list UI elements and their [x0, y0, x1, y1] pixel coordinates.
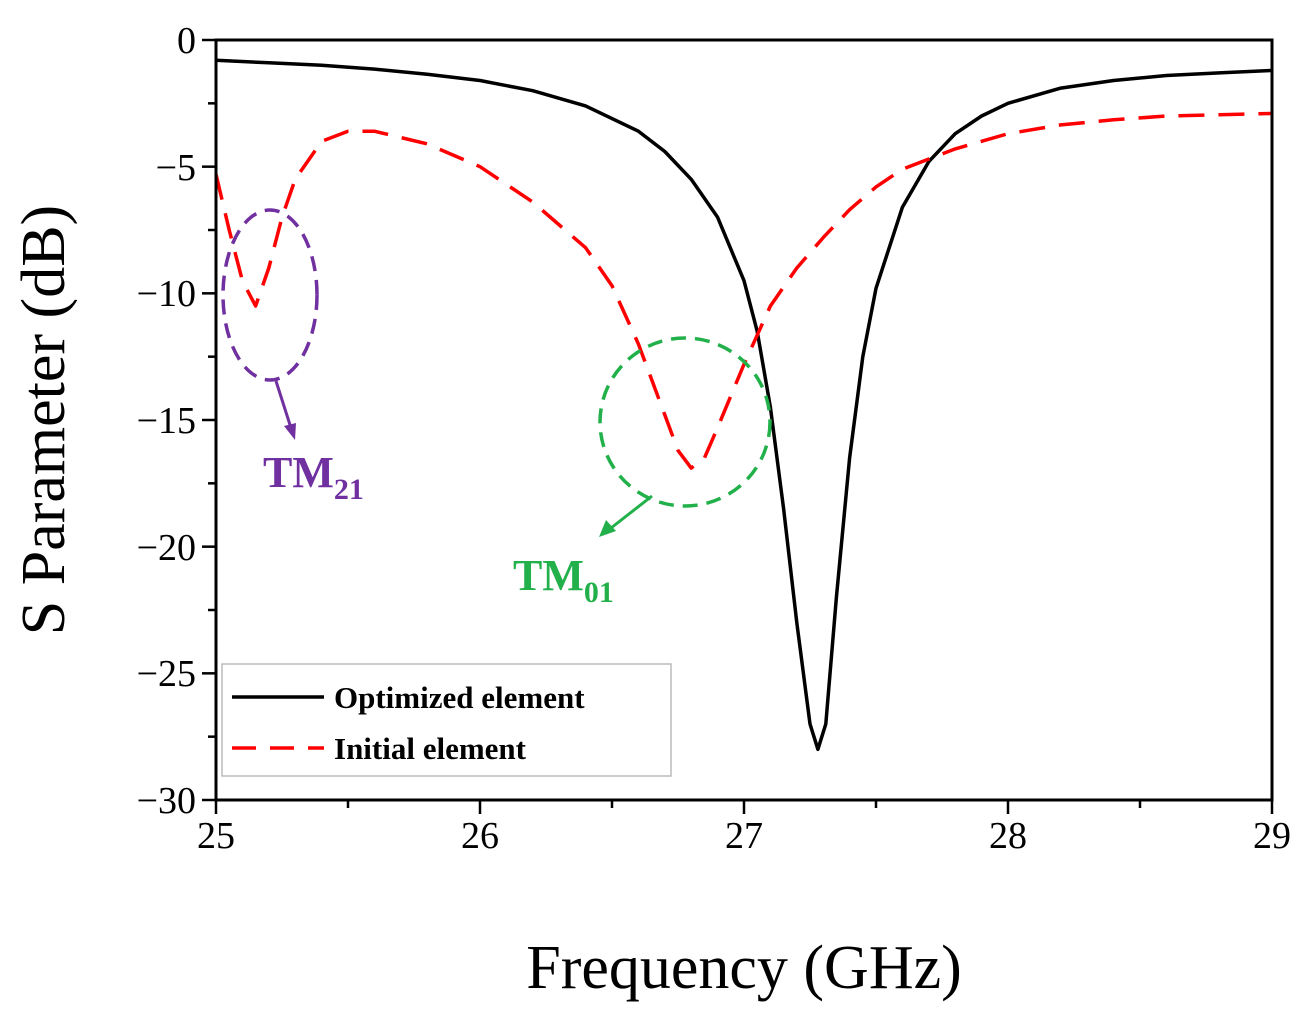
optimized-element-line [215, 58, 1273, 752]
axis-ticks [202, 38, 1274, 814]
tm01-label: TM01 [513, 551, 614, 609]
y-tick-label-neg25: −25 [137, 653, 196, 695]
y-tick-label-neg30: −30 [137, 780, 196, 822]
tm21-arrow-line [274, 380, 293, 429]
annotation-tm01: TM01 [513, 336, 772, 609]
tm21-arrow-head [284, 423, 296, 440]
y-tick-label-neg10: −10 [137, 273, 196, 315]
y-tick-label-0: 0 [177, 20, 196, 62]
y-tick-label-neg20: −20 [137, 527, 196, 569]
y-tick-label-neg15: −15 [137, 400, 196, 442]
legend: Optimized element Initial element [221, 663, 672, 777]
legend-label-optimized: Optimized element [334, 680, 585, 715]
y-tick-label-neg5: −5 [156, 147, 196, 189]
y-axis-title: S Parameter (dB) [10, 205, 78, 635]
x-axis-title: Frequency (GHz) [526, 934, 962, 1002]
x-tick-label-28: 28 [989, 815, 1027, 857]
tm21-ellipse [221, 208, 319, 382]
x-tick-label-26: 26 [461, 815, 499, 857]
x-tick-label-29: 29 [1253, 815, 1291, 857]
x-tick-label-25: 25 [197, 815, 235, 857]
legend-box [221, 663, 672, 777]
tm21-label: TM21 [263, 448, 364, 506]
tm01-arrow-line [610, 494, 653, 530]
x-tick-label-27: 27 [725, 815, 763, 857]
tm01-arrow-head [599, 520, 616, 537]
initial-element-line [214, 111, 1273, 470]
legend-label-initial: Initial element [334, 731, 527, 766]
tm01-ellipse [598, 336, 772, 508]
annotation-tm21: TM21 [221, 208, 364, 506]
